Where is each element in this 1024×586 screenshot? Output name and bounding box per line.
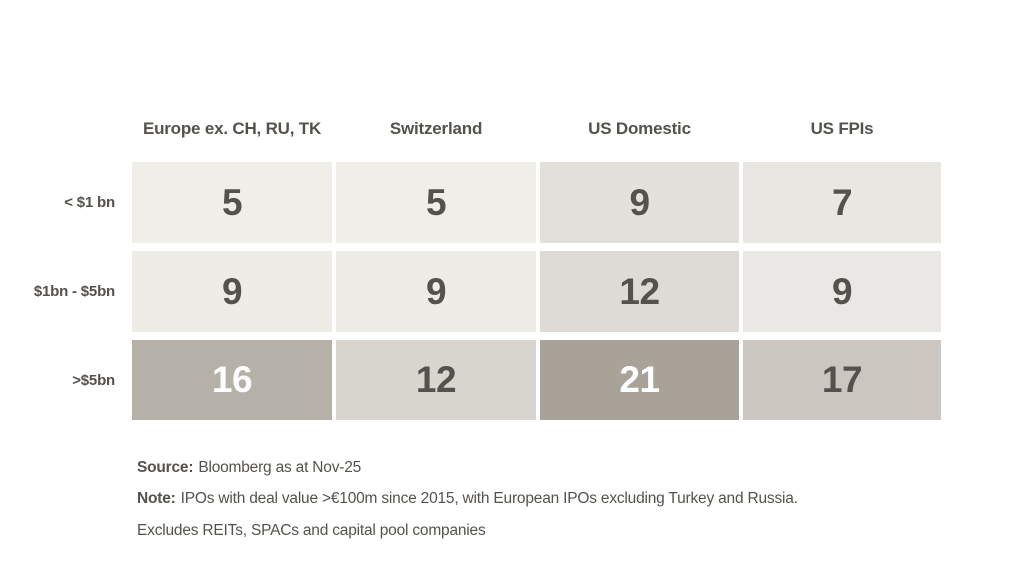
heatmap-cell: 9 [540, 162, 739, 243]
note-text-2: Excludes REITs, SPACs and capital pool c… [137, 522, 486, 539]
row-label-1bn-5bn: $1bn - $5bn [33, 283, 115, 300]
heatmap-cell: 9 [132, 251, 332, 332]
heatmap-cell: 5 [336, 162, 536, 243]
note-line-2: Excludes REITs, SPACs and capital pool c… [137, 521, 486, 541]
note-label: Note: [137, 490, 176, 507]
note-line: Note: IPOs with deal value >€100m since … [137, 489, 798, 509]
heatmap-cell: 16 [132, 340, 332, 420]
heatmap-cell: 9 [336, 251, 536, 332]
column-header-us-fpis: US FPIs [810, 119, 874, 138]
column-header-switzerland: Switzerland [389, 119, 483, 138]
heatmap-cell: 9 [743, 251, 941, 332]
source-label: Source: [137, 459, 194, 476]
heatmap-cell: 12 [540, 251, 739, 332]
heatmap-cell: 17 [743, 340, 941, 420]
heatmap-cell: 12 [336, 340, 536, 420]
source-text: Bloomberg as at Nov-25 [198, 459, 362, 476]
row-label-gt-5bn: >$5bn [72, 371, 115, 389]
column-header-us-domestic: US Domestic [588, 119, 691, 138]
source-line: Source: Bloomberg as at Nov-25 [137, 458, 361, 478]
heatmap-cell: 21 [540, 340, 739, 420]
note-text: IPOs with deal value >€100m since 2015, … [180, 490, 798, 507]
heatmap-cell: 5 [132, 162, 332, 243]
column-header-europe: Europe ex. CH, RU, TK [142, 119, 322, 138]
heatmap-cell: 7 [743, 162, 941, 243]
row-label-lt-1bn: < $1 bn [64, 194, 115, 211]
